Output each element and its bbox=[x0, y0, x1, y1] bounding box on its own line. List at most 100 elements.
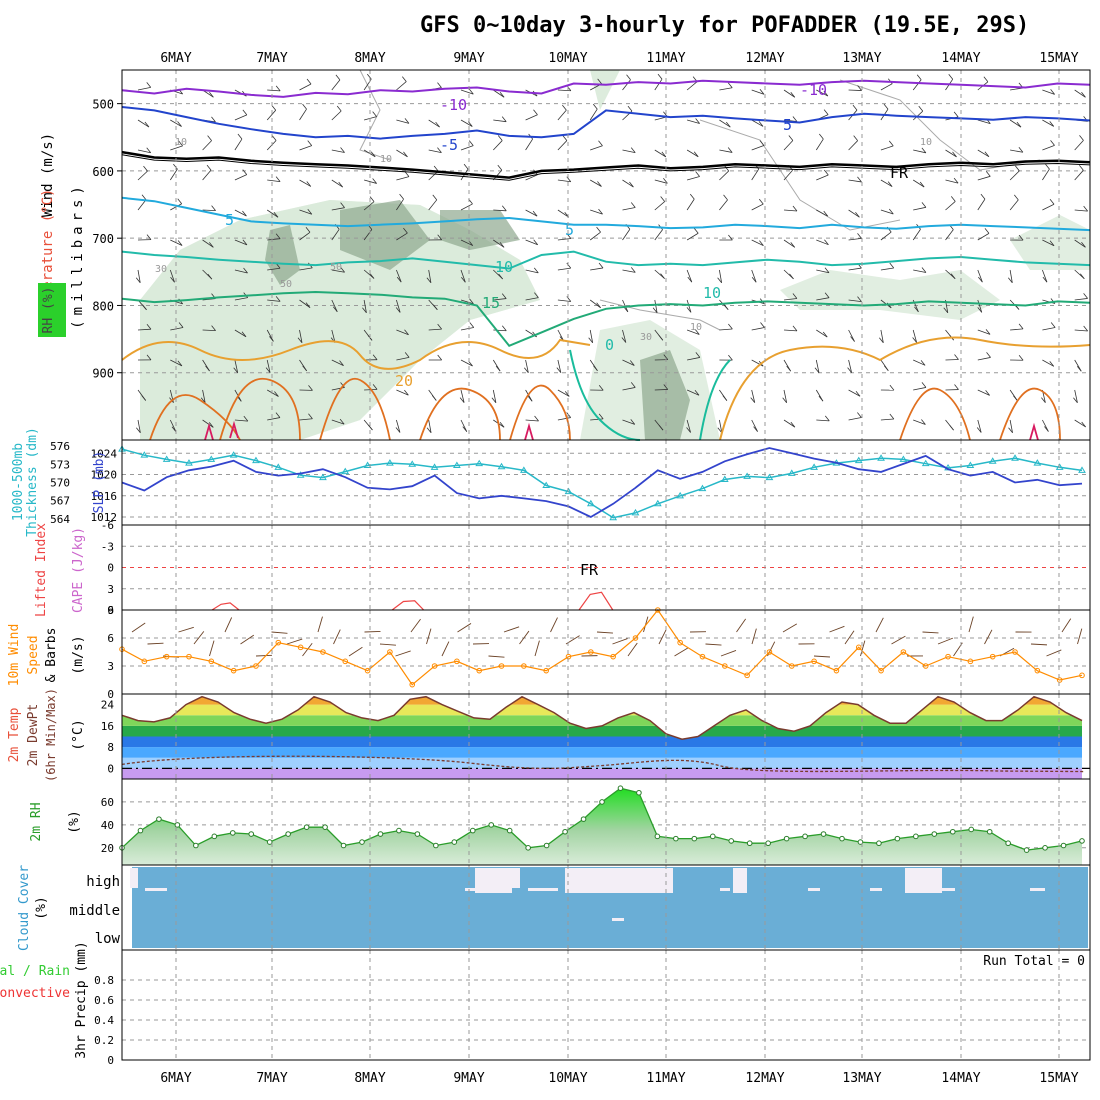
cape-tick-label: -6 bbox=[101, 519, 114, 532]
wind-barb-flag bbox=[759, 240, 764, 246]
wind-barb-flag bbox=[372, 384, 378, 390]
rh-tick-label: 40 bbox=[101, 819, 114, 832]
wind-barb-flag bbox=[792, 205, 798, 212]
wind-barb bbox=[557, 359, 562, 373]
wind10-barb bbox=[984, 629, 993, 645]
wind-barb-flag bbox=[630, 147, 636, 153]
wind-barb-flag bbox=[468, 140, 474, 146]
wind-barb-flag bbox=[1013, 395, 1018, 401]
wind-barb-flag bbox=[491, 397, 497, 403]
wind-barb-flag bbox=[211, 205, 216, 211]
wind10-barb bbox=[317, 616, 323, 633]
wind-barb-flag bbox=[269, 336, 274, 342]
rh-marker bbox=[469, 827, 476, 834]
wind-barb-flag bbox=[694, 389, 700, 396]
thickness-marker bbox=[319, 473, 327, 481]
wind-barb bbox=[202, 329, 216, 331]
rh-marker bbox=[359, 839, 365, 845]
wind-barb bbox=[428, 199, 438, 211]
wind-barb bbox=[816, 239, 829, 246]
wind-barb bbox=[848, 237, 862, 241]
wind10-marker bbox=[1056, 677, 1063, 683]
wind-barb-flag bbox=[362, 307, 367, 314]
wind-barb-flag bbox=[1081, 421, 1086, 428]
rh2m-ylabel: 2m RH bbox=[29, 802, 44, 841]
rh-marker bbox=[248, 831, 255, 837]
wind-barb-flag bbox=[177, 360, 183, 367]
wind-barb-flag bbox=[370, 151, 376, 158]
date-label-top: 13MAY bbox=[842, 51, 881, 66]
wind-barb-flag bbox=[205, 365, 210, 372]
wind-barb bbox=[815, 359, 820, 373]
wind-barb bbox=[1042, 419, 1049, 432]
wind-barb-flag bbox=[598, 385, 604, 391]
wind-barb bbox=[977, 357, 991, 361]
wind-barb bbox=[912, 79, 922, 91]
wind-barb bbox=[912, 110, 924, 121]
wind-barb bbox=[428, 328, 442, 331]
wind-barb-flag bbox=[534, 415, 539, 422]
wind-barb bbox=[719, 419, 723, 433]
wind-barb bbox=[719, 119, 731, 128]
wind-barb-flag bbox=[499, 91, 505, 98]
date-label-top: 6MAY bbox=[160, 51, 191, 66]
thick-tick-label: 567 bbox=[50, 495, 70, 508]
wind-barb-flag bbox=[401, 76, 407, 82]
wind-barb bbox=[783, 239, 795, 248]
wind-barb-flag bbox=[916, 74, 922, 80]
wind-barb bbox=[1042, 327, 1056, 331]
wind-barb-flag bbox=[1044, 426, 1049, 432]
wind-barb-flag bbox=[658, 424, 664, 431]
wind-barb-flag bbox=[1016, 121, 1022, 128]
thickness-marker bbox=[1078, 466, 1086, 473]
isotherm-25 bbox=[219, 377, 301, 441]
wind-barb bbox=[428, 149, 442, 153]
wind-barb-flag bbox=[1018, 323, 1024, 330]
date-label-top: 9MAY bbox=[453, 51, 484, 66]
rh-marker bbox=[396, 827, 402, 834]
wind-barb bbox=[1010, 149, 1023, 153]
wind-barb-flag bbox=[984, 151, 990, 157]
wind-barb bbox=[1074, 89, 1086, 98]
wind-barb-flag bbox=[621, 337, 627, 343]
wind-barb bbox=[622, 359, 635, 366]
wind-barb-flag bbox=[177, 121, 182, 127]
precip-tick-label: 0.6 bbox=[94, 994, 114, 1007]
thickness-marker bbox=[185, 459, 193, 466]
wind-barb-flag bbox=[1007, 277, 1013, 284]
rh-contour-label: 10 bbox=[690, 322, 702, 333]
wind-barb-flag bbox=[366, 73, 372, 80]
wind-barb-flag bbox=[332, 306, 338, 313]
thick-tick-label: 576 bbox=[50, 440, 70, 453]
wind-tick-label: 3 bbox=[107, 660, 114, 673]
wind10-marker bbox=[1079, 672, 1085, 679]
wind-barb bbox=[848, 89, 862, 91]
wind-barb-flag bbox=[433, 304, 438, 310]
wind-barb-flag bbox=[501, 116, 507, 122]
date-label-bottom: 7MAY bbox=[256, 1071, 287, 1086]
wind-barb bbox=[363, 201, 375, 211]
wind-barb bbox=[557, 109, 567, 121]
wind-barb-flag bbox=[627, 105, 633, 112]
thickness-marker bbox=[921, 459, 930, 467]
wind10-marker bbox=[498, 663, 505, 669]
date-label-bottom: 10MAY bbox=[548, 1071, 587, 1086]
wind-barb-flag bbox=[437, 323, 442, 330]
cloud-gap bbox=[565, 868, 673, 893]
isotherm-25 bbox=[419, 387, 501, 441]
isotherm-10 bbox=[121, 250, 1091, 270]
wind-barb-flag bbox=[588, 337, 593, 344]
wind-barb bbox=[169, 269, 175, 283]
wind10-barb bbox=[519, 630, 530, 645]
wind-barb bbox=[170, 145, 183, 151]
thickness-marker bbox=[408, 460, 417, 467]
wind-barb bbox=[848, 389, 861, 397]
wind-barb-flag bbox=[789, 273, 794, 280]
wind-barb bbox=[848, 329, 855, 342]
precip-ylabel2: Convective bbox=[0, 986, 70, 1001]
isotherm--5 bbox=[121, 106, 1091, 140]
wind-barb-flag bbox=[792, 293, 798, 299]
wind-barb-flag bbox=[921, 147, 927, 154]
thickness-marker bbox=[341, 467, 350, 475]
wind10-marker bbox=[833, 667, 840, 674]
